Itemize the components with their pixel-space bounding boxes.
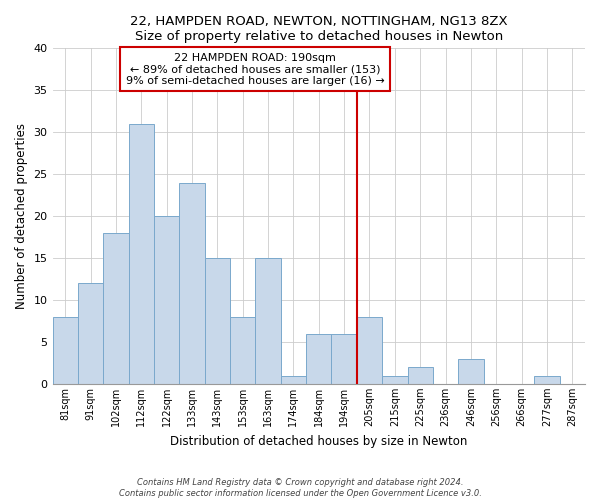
Bar — [357, 317, 382, 384]
Bar — [205, 258, 230, 384]
Bar — [230, 317, 256, 384]
Bar — [306, 334, 331, 384]
Y-axis label: Number of detached properties: Number of detached properties — [15, 123, 28, 309]
Bar — [281, 376, 306, 384]
Text: 22 HAMPDEN ROAD: 190sqm
← 89% of detached houses are smaller (153)
9% of semi-de: 22 HAMPDEN ROAD: 190sqm ← 89% of detache… — [126, 52, 385, 86]
Bar — [407, 367, 433, 384]
Bar — [128, 124, 154, 384]
Bar — [78, 283, 103, 384]
Title: 22, HAMPDEN ROAD, NEWTON, NOTTINGHAM, NG13 8ZX
Size of property relative to deta: 22, HAMPDEN ROAD, NEWTON, NOTTINGHAM, NG… — [130, 15, 508, 43]
Bar — [534, 376, 560, 384]
Bar — [256, 258, 281, 384]
Bar — [103, 233, 128, 384]
Bar — [331, 334, 357, 384]
Bar — [179, 182, 205, 384]
Bar — [53, 317, 78, 384]
Bar — [382, 376, 407, 384]
Text: Contains HM Land Registry data © Crown copyright and database right 2024.
Contai: Contains HM Land Registry data © Crown c… — [119, 478, 481, 498]
Bar — [154, 216, 179, 384]
Bar — [458, 358, 484, 384]
X-axis label: Distribution of detached houses by size in Newton: Distribution of detached houses by size … — [170, 434, 467, 448]
